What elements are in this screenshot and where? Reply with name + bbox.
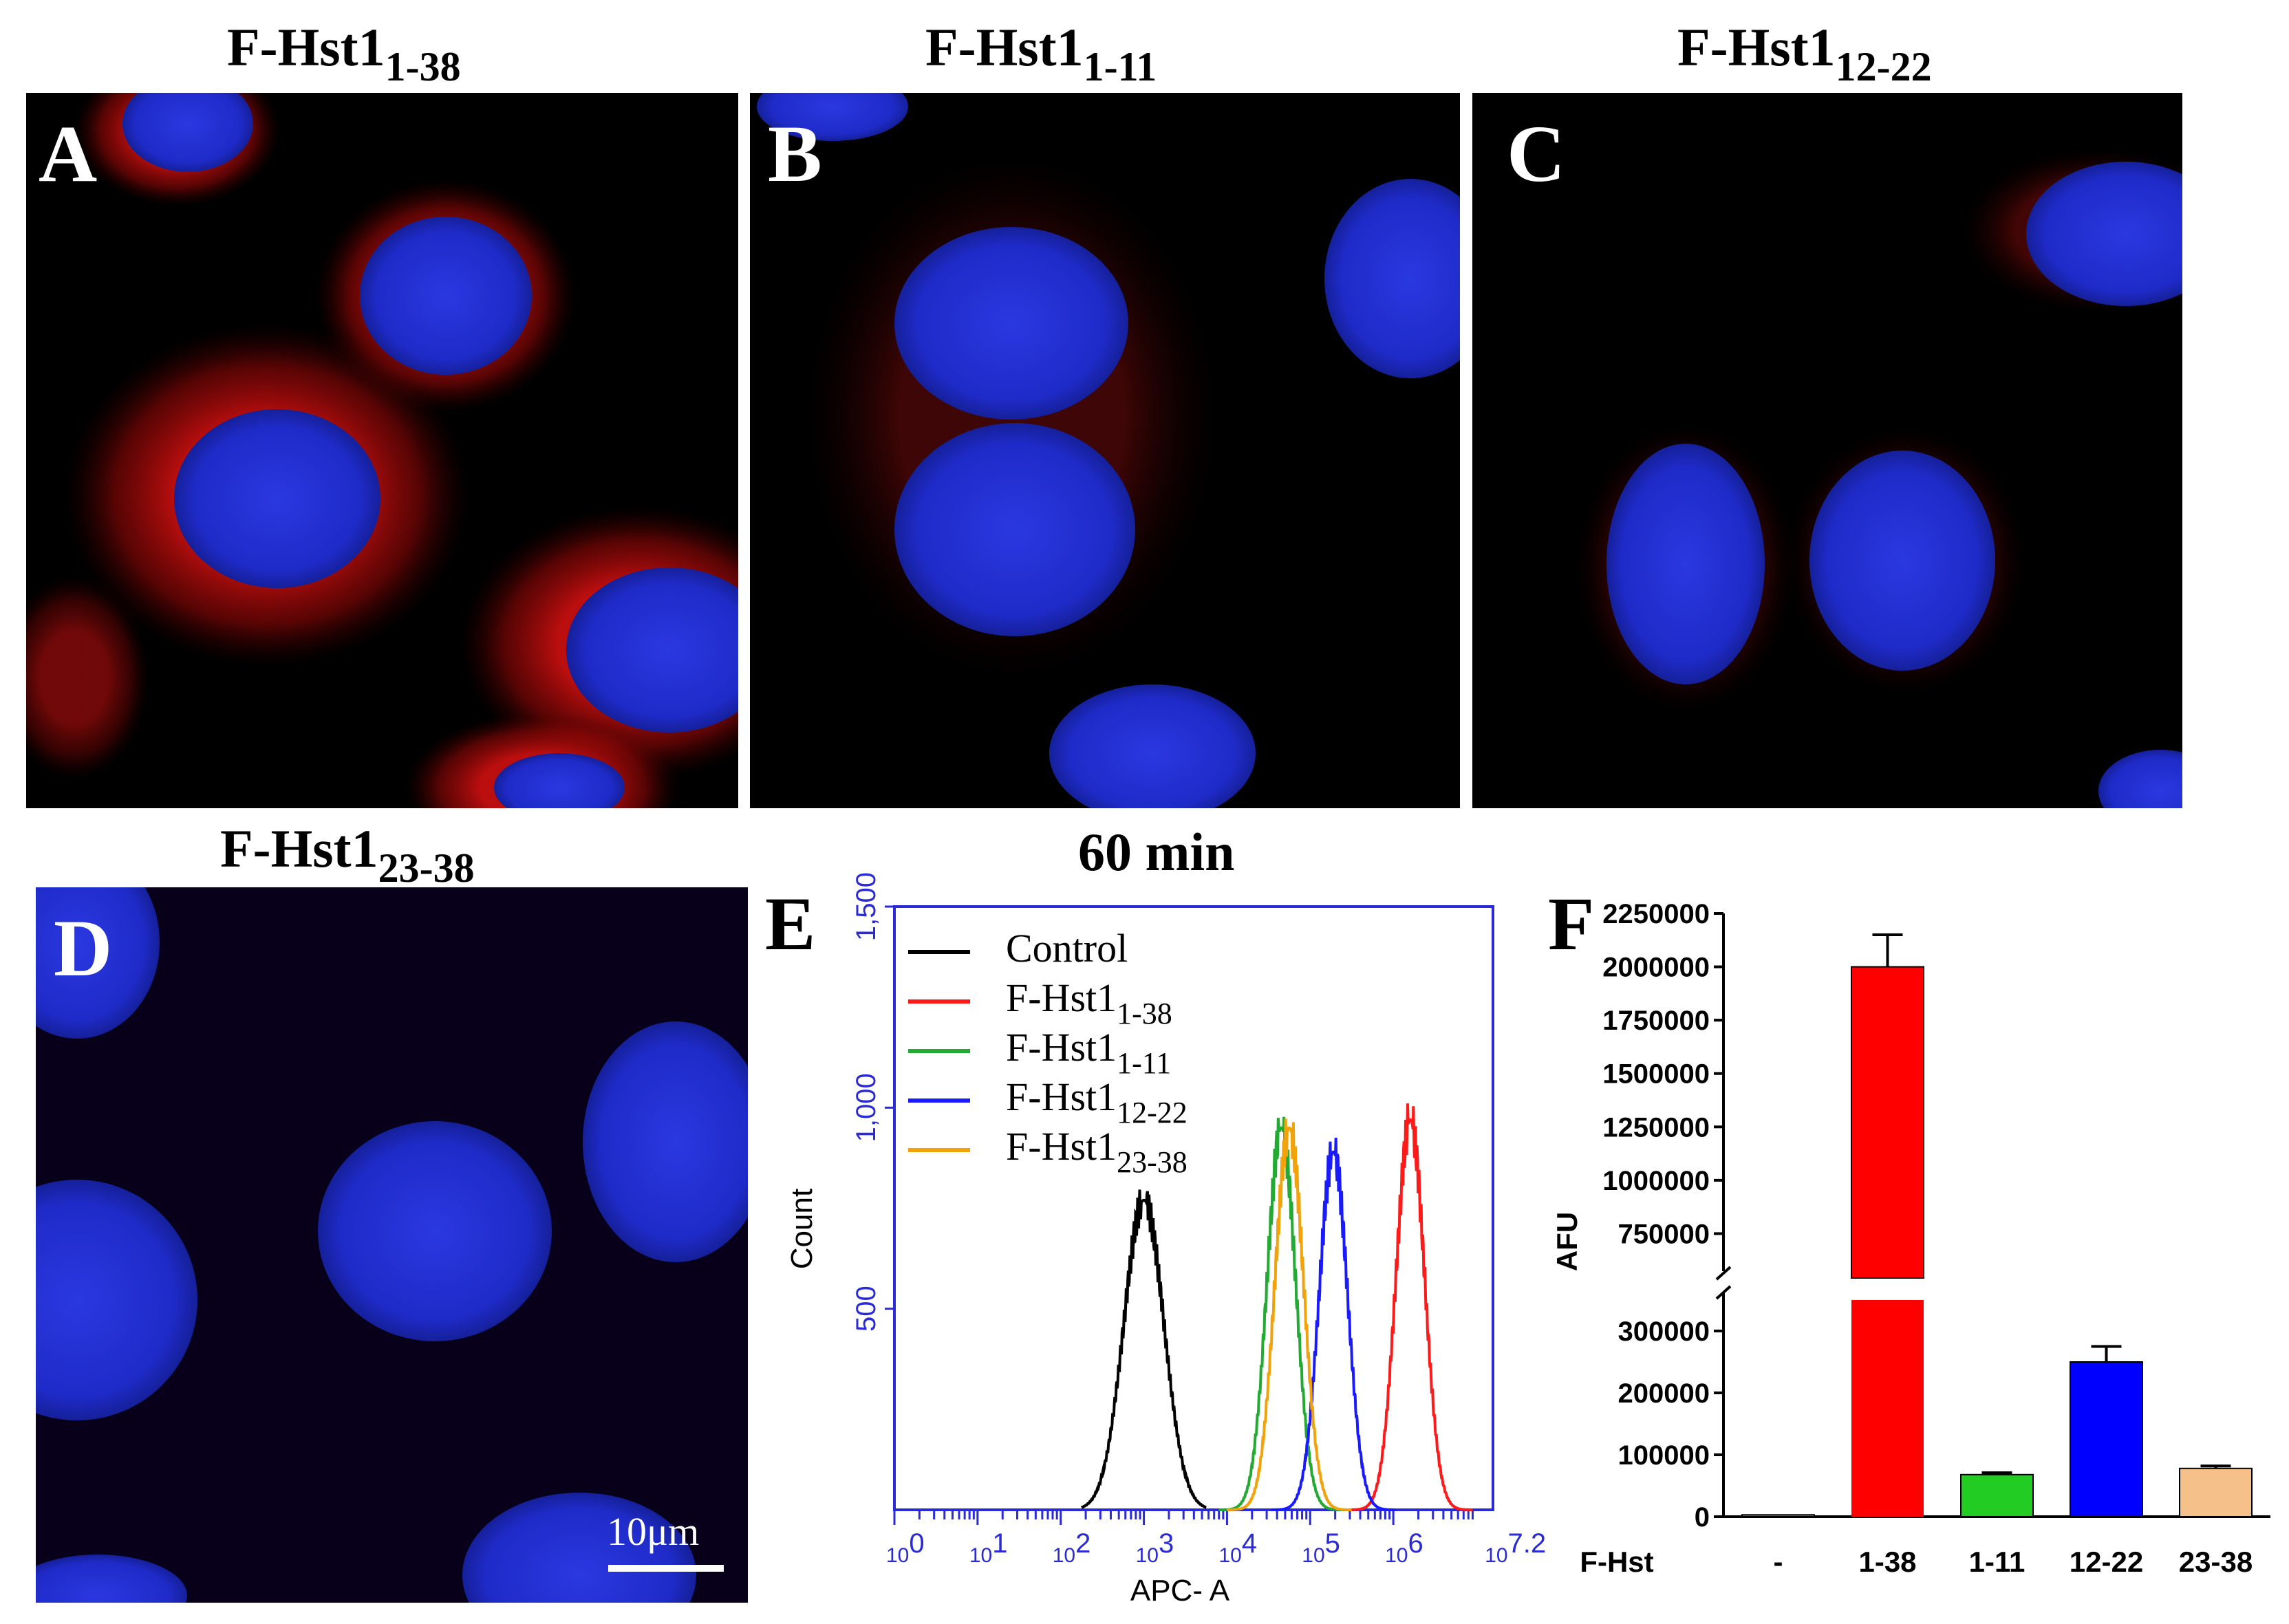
bar--: [1741, 1514, 1815, 1517]
legend-label: F-Hst11-38: [1006, 975, 1172, 1030]
micrograph-panel-c: C: [1472, 93, 2182, 808]
nucleus: [566, 567, 738, 733]
histogram-series-3: [1271, 1137, 1396, 1511]
nucleus: [360, 217, 532, 375]
micrograph-panel-d: D 10μm: [36, 887, 748, 1603]
y-tick-label: 2000000: [1602, 953, 1710, 983]
nucleus: [1606, 444, 1765, 684]
x-tick-label: 100: [886, 1528, 925, 1567]
nucleus: [894, 227, 1128, 420]
y-tick-label: 750000: [1618, 1219, 1710, 1249]
micrograph-a-image: [26, 93, 738, 808]
legend-label: F-Hst11-11: [1006, 1025, 1171, 1080]
panel-f-letter: F: [1548, 882, 1594, 966]
histogram-chart: E 500 1,000 1,500 Count 100 101 102 103 104 105 106…: [765, 872, 1546, 1607]
nucleus: [2026, 162, 2182, 306]
bar-chart: F 0 100000 200000 300000 750000 1000000 1250000…: [1548, 882, 2270, 1578]
x-axis-label: APC- A: [1130, 1574, 1230, 1607]
axis-break-mark: [1715, 1285, 1732, 1300]
bar-1-38-lower: [1851, 1300, 1924, 1517]
nucleus: [36, 1555, 187, 1603]
histogram-series-4: [1227, 1118, 1352, 1511]
x-axis-prefix-label: F-Hst: [1580, 1546, 1653, 1578]
nucleus: [36, 1180, 197, 1420]
legend-label: F-Hst112-22: [1006, 1074, 1188, 1129]
nucleus: [494, 753, 625, 808]
histogram-series-1: [1348, 1103, 1473, 1511]
y-tick-label: 500: [851, 1286, 881, 1332]
scale-bar-label: 10μm: [607, 1509, 700, 1554]
y-axis-label: Count: [785, 1189, 819, 1269]
panel-a-letter: A: [39, 109, 98, 199]
y-axis-label: AFU: [1551, 1212, 1583, 1271]
panel-e-letter: E: [765, 882, 815, 966]
panel-b-letter: B: [768, 109, 822, 199]
nucleus: [36, 887, 160, 1039]
nucleus: [2098, 750, 2182, 808]
y-tick-label: 1250000: [1602, 1112, 1710, 1143]
y-tick-label: 300000: [1618, 1317, 1710, 1347]
bar-1-38-upper: [1851, 966, 1924, 1279]
x-tick-label: 102: [1053, 1528, 1091, 1567]
micrograph-d-image: [36, 887, 748, 1603]
y-tick-label: 1750000: [1602, 1006, 1710, 1036]
nucleus: [1324, 179, 1460, 378]
panel-e-title: 60 min: [1078, 822, 1235, 882]
cytoplasm: [26, 574, 150, 781]
y-tick-label: 0: [1695, 1502, 1710, 1533]
panel-b-title: F-Hst11-11: [925, 17, 1157, 89]
nucleus: [122, 93, 253, 172]
y-tick-label: 1,000: [851, 1073, 881, 1142]
x-category-label: 23-38: [2179, 1546, 2253, 1578]
plot-frame: [893, 905, 1494, 1511]
legend-label: F-Hst123-38: [1006, 1124, 1188, 1179]
x-tick-label: 104: [1218, 1528, 1257, 1567]
y-tick-label: 2250000: [1602, 899, 1710, 929]
histogram-series-2: [1218, 1116, 1344, 1511]
x-tick-label: 103: [1136, 1528, 1174, 1567]
scale-bar: [608, 1565, 724, 1572]
x-category-label: -: [1774, 1546, 1783, 1578]
histogram-series-0: [1080, 1189, 1207, 1509]
x-tick-label: 101: [969, 1528, 1008, 1567]
nucleus: [318, 1121, 552, 1341]
panel-c-title: F-Hst112-22: [1677, 17, 1932, 89]
y-tick-label: 1000000: [1602, 1166, 1710, 1196]
x-category-label: 12-22: [2070, 1546, 2143, 1578]
axis-break-mark: [1715, 1266, 1732, 1281]
nucleus: [462, 1493, 696, 1603]
panel-d-letter: D: [54, 903, 113, 993]
panel-a-title: F-Hst11-38: [227, 17, 461, 89]
y-tick-label: 200000: [1618, 1378, 1710, 1409]
micrograph-panel-a: A: [26, 93, 738, 808]
y-tick-label: 1,500: [851, 872, 881, 941]
micrograph-panel-b: B: [750, 93, 1460, 808]
nucleus: [757, 93, 908, 141]
y-tick-label: 100000: [1618, 1440, 1710, 1471]
micrograph-c-image: [1576, 148, 2182, 808]
bar-12-22: [2070, 1361, 2143, 1517]
micrograph-b-image: [757, 93, 1460, 808]
x-tick-label: 105: [1302, 1528, 1340, 1567]
nucleus: [174, 409, 380, 588]
x-category-label: 1-11: [1969, 1546, 2025, 1578]
nucleus: [1049, 684, 1256, 808]
panel-c-letter: C: [1507, 109, 1566, 199]
bar-23-38: [2179, 1467, 2253, 1517]
x-tick-label: 106: [1385, 1528, 1423, 1567]
x-category-label: 1-38: [1858, 1546, 1916, 1578]
nucleus: [583, 1021, 748, 1262]
y-tick-label: 1500000: [1602, 1059, 1710, 1090]
nucleus: [894, 423, 1135, 636]
x-tick-label: 107.2: [1485, 1528, 1546, 1567]
panel-d-title: F-Hst123-38: [220, 819, 475, 891]
bar-1-11: [1960, 1473, 2034, 1517]
nucleus: [1809, 451, 1995, 671]
legend-label: Control: [1006, 926, 1128, 971]
